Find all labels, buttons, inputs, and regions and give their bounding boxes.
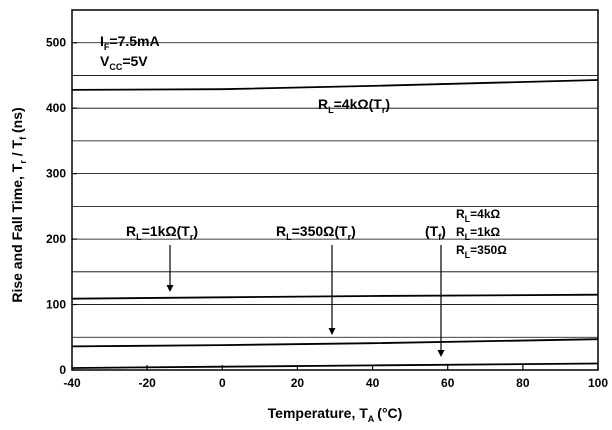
y-tick-label: 300: [46, 167, 66, 181]
x-ticks: -40 -20 0 20 40 60 80 100: [63, 365, 608, 390]
arrow-rl1k-tr: [166, 245, 174, 292]
condition-if: IF=7.5mA: [100, 33, 160, 52]
plot-frame: [71, 9, 599, 371]
arrow-rl350-tr: [328, 245, 336, 335]
series-line-3: [71, 338, 599, 348]
arrow-tf-group: [437, 245, 445, 357]
series-line-1: [71, 79, 599, 91]
x-axis-label: Temperature, TA (°C): [268, 405, 403, 424]
y-axis-label: Rise and Fall Time, Tr / Tf (ns): [9, 107, 28, 302]
condition-vcc: VCC=5V: [100, 53, 148, 72]
grid: [72, 42, 598, 338]
label-tf-rl1k: RL=1kΩ: [456, 225, 501, 242]
label-rl4k-tr: RL=4kΩ(Tr): [318, 96, 390, 115]
x-tick-label: 40: [366, 376, 380, 390]
y-tick-label: 400: [46, 101, 66, 115]
y-tick-label: 200: [46, 232, 66, 246]
x-tick-label: -40: [63, 376, 81, 390]
x-tick-label: 80: [516, 376, 530, 390]
series-line-4: [71, 362, 599, 369]
label-rl350-tr: RL=350Ω(Tr): [276, 223, 356, 242]
label-tf-group: (Tf): [425, 223, 446, 242]
x-tick-label: 20: [291, 376, 305, 390]
y-tick-label: 500: [46, 36, 66, 50]
y-tick-label: 100: [46, 298, 66, 312]
label-rl1k-tr: RL=1kΩ(Tr): [126, 223, 198, 242]
series-line-2: [71, 293, 599, 300]
x-tick-label: 0: [219, 376, 226, 390]
x-tick-label: -20: [138, 376, 156, 390]
x-tick-label: 60: [441, 376, 455, 390]
label-tf-rl4k: RL=4kΩ: [456, 207, 501, 224]
x-tick-label: 100: [588, 376, 608, 390]
y-ticks: 0 100 200 300 400 500: [46, 36, 77, 377]
y-tick-label: 0: [59, 363, 66, 377]
label-tf-rl350: RL=350Ω: [456, 243, 507, 260]
